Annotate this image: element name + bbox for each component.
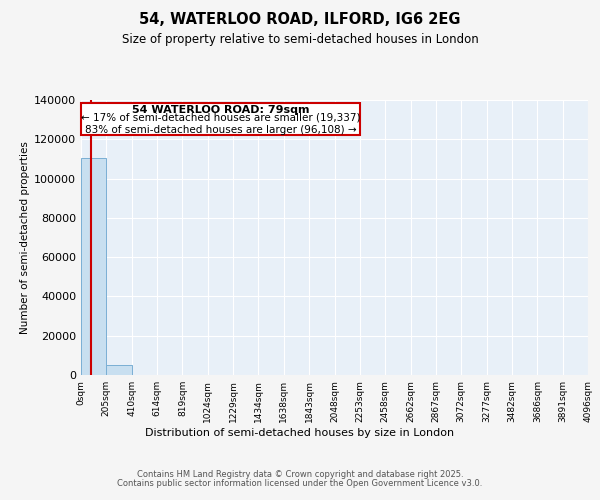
Text: ← 17% of semi-detached houses are smaller (19,337): ← 17% of semi-detached houses are smalle…: [80, 112, 360, 122]
FancyBboxPatch shape: [81, 103, 360, 136]
Text: 54 WATERLOO ROAD: 79sqm: 54 WATERLOO ROAD: 79sqm: [131, 105, 309, 115]
Text: Distribution of semi-detached houses by size in London: Distribution of semi-detached houses by …: [145, 428, 455, 438]
Text: Contains HM Land Registry data © Crown copyright and database right 2025.: Contains HM Land Registry data © Crown c…: [137, 470, 463, 479]
Bar: [81, 158, 106, 375]
Y-axis label: Number of semi-detached properties: Number of semi-detached properties: [20, 141, 30, 334]
Text: 83% of semi-detached houses are larger (96,108) →: 83% of semi-detached houses are larger (…: [85, 124, 356, 134]
Text: Contains public sector information licensed under the Open Government Licence v3: Contains public sector information licen…: [118, 479, 482, 488]
Bar: [106, 365, 132, 375]
Text: 54, WATERLOO ROAD, ILFORD, IG6 2EG: 54, WATERLOO ROAD, ILFORD, IG6 2EG: [139, 12, 461, 28]
Text: Size of property relative to semi-detached houses in London: Size of property relative to semi-detach…: [122, 32, 478, 46]
